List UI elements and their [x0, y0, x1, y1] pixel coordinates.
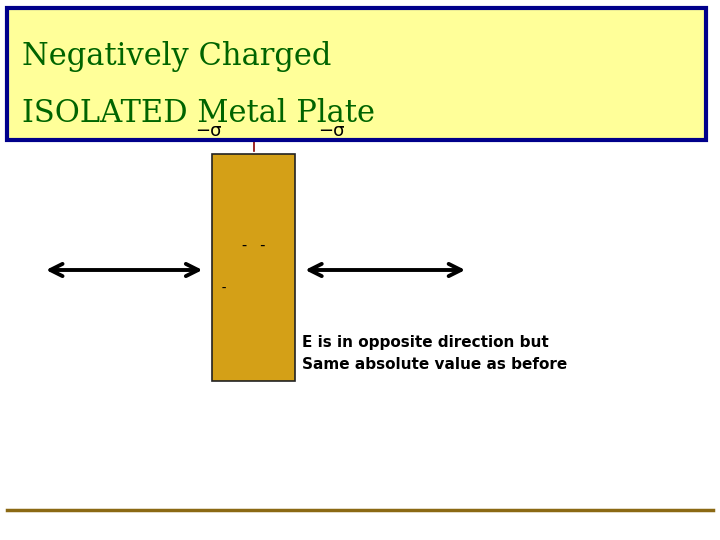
Text: Negatively Charged: Negatively Charged: [22, 41, 331, 72]
Text: -: -: [220, 282, 228, 296]
Bar: [212, 154, 295, 381]
Text: ISOLATED Metal Plate: ISOLATED Metal Plate: [22, 98, 374, 129]
Text: −σ: −σ: [196, 123, 222, 140]
FancyBboxPatch shape: [7, 8, 706, 140]
Text: −σ: −σ: [318, 123, 344, 140]
Text: - -: - -: [240, 238, 268, 253]
Text: E is in opposite direction but
Same absolute value as before: E is in opposite direction but Same abso…: [302, 335, 567, 372]
